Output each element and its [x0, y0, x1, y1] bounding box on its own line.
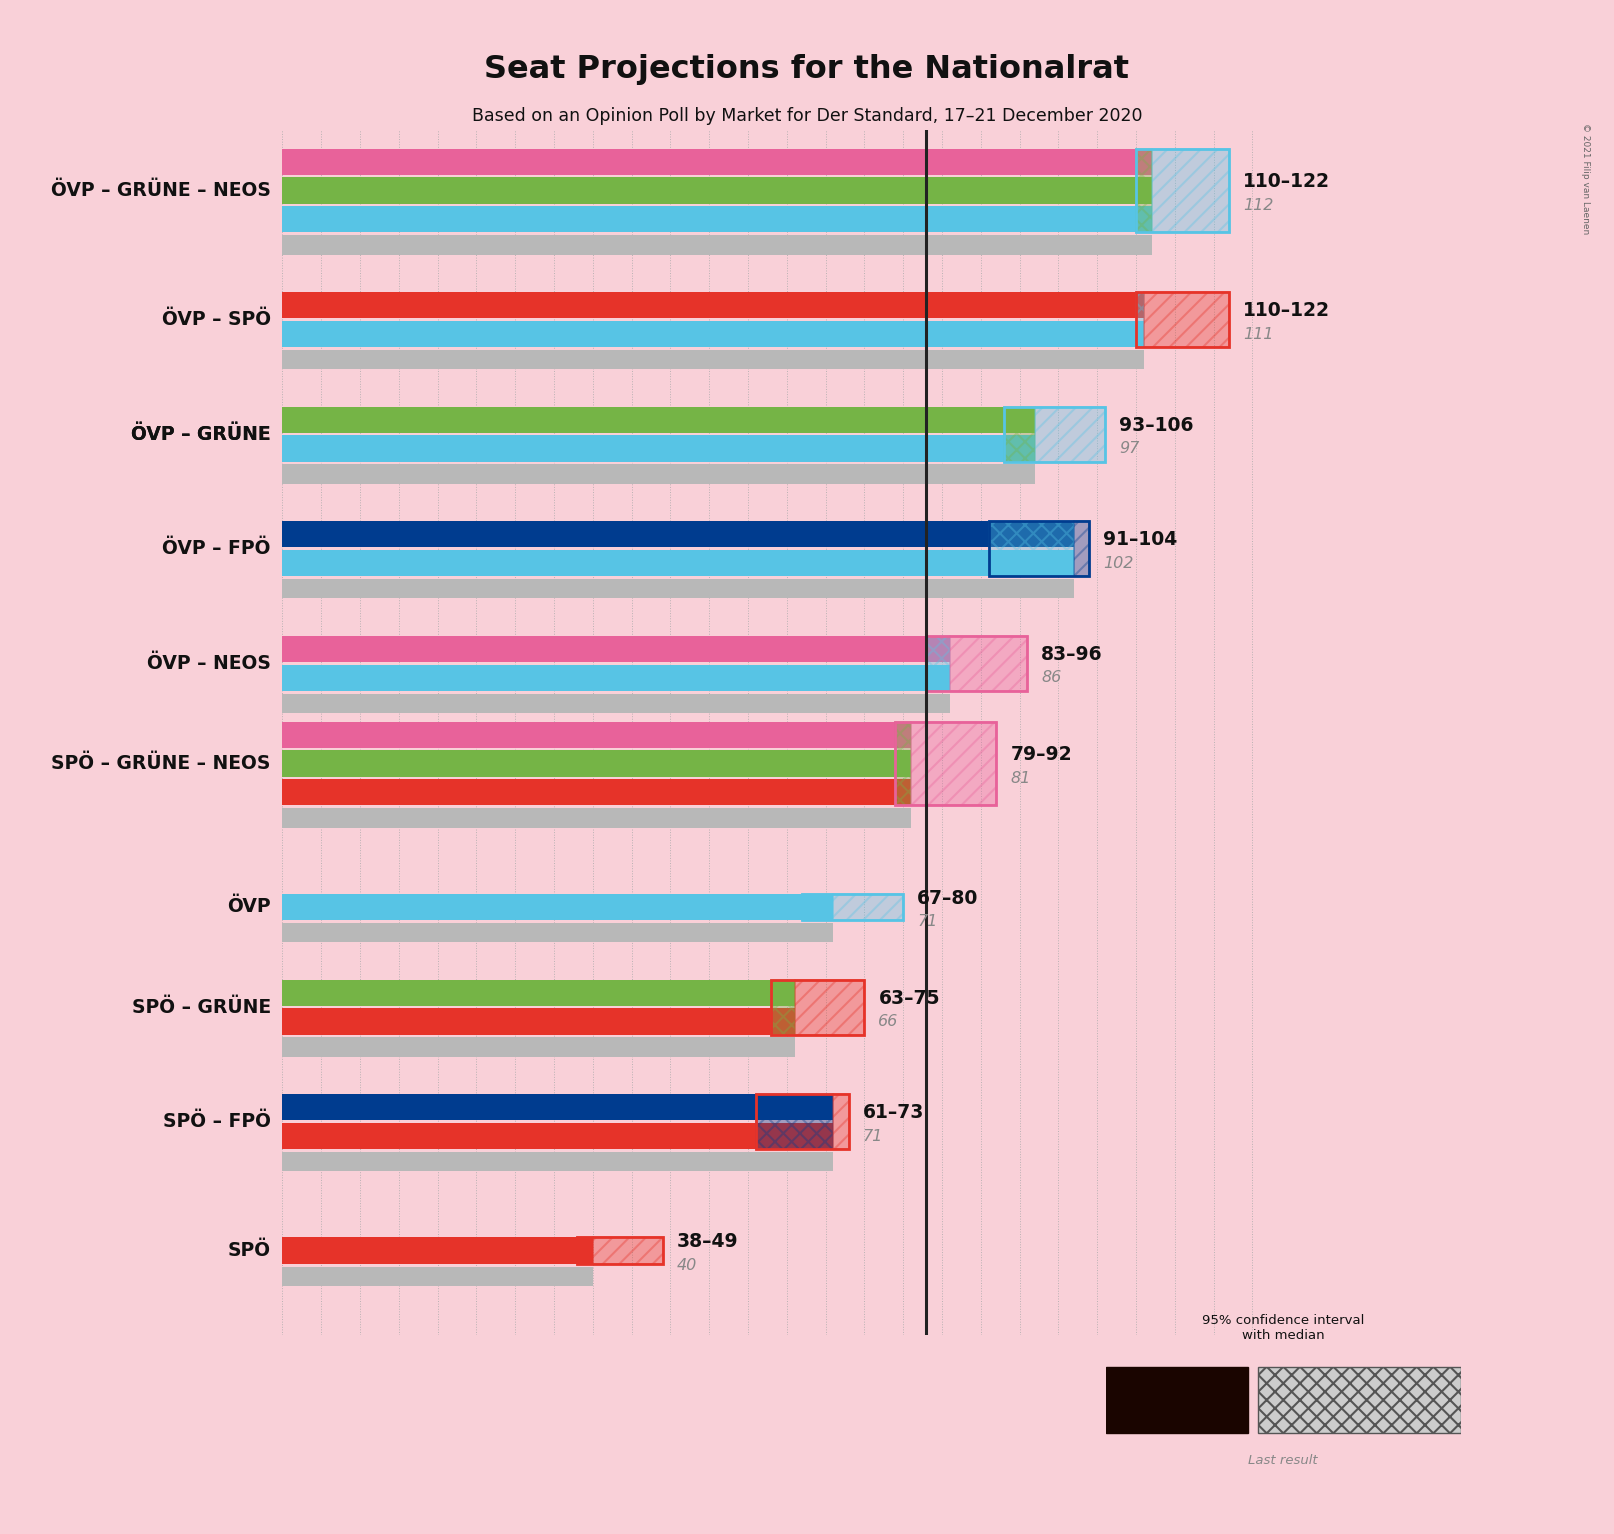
Bar	[282, 1238, 592, 1264]
Bar	[896, 723, 910, 805]
Text: Based on an Opinion Poll by Market for Der Standard, 17–21 December 2020: Based on an Opinion Poll by Market for D…	[471, 107, 1143, 126]
Bar	[282, 350, 1144, 370]
Bar	[282, 779, 910, 805]
Text: 61–73: 61–73	[863, 1103, 925, 1123]
Bar	[282, 291, 1144, 318]
Bar	[771, 980, 794, 1034]
Bar	[910, 723, 996, 805]
Text: SPÖ – GRÜNE – NEOS: SPÖ – GRÜNE – NEOS	[52, 755, 271, 773]
Text: 95% confidence interval
with median: 95% confidence interval with median	[1202, 1315, 1364, 1342]
Bar	[282, 664, 949, 690]
Bar	[282, 1037, 794, 1057]
Text: 102: 102	[1104, 555, 1133, 571]
Bar	[578, 1238, 663, 1264]
Bar	[282, 723, 910, 749]
Text: ÖVP – GRÜNE: ÖVP – GRÜNE	[131, 425, 271, 443]
Bar	[282, 1152, 833, 1172]
Bar	[1106, 1367, 1248, 1433]
Text: 111: 111	[1243, 327, 1273, 342]
Bar	[282, 808, 910, 828]
Bar	[926, 637, 949, 690]
Bar	[282, 637, 949, 663]
Bar	[1144, 291, 1230, 347]
Text: 81: 81	[1010, 770, 1031, 785]
Text: 110–122: 110–122	[1243, 172, 1330, 192]
Bar	[1259, 1367, 1461, 1433]
Text: 71: 71	[863, 1129, 883, 1144]
Text: 67–80: 67–80	[917, 888, 978, 908]
Bar	[988, 522, 1089, 577]
Bar	[282, 578, 1073, 598]
Bar	[988, 522, 1073, 577]
Text: ÖVP – GRÜNE: ÖVP – GRÜNE	[131, 425, 271, 443]
Bar	[833, 894, 904, 920]
Bar	[802, 894, 833, 920]
Text: 63–75: 63–75	[878, 989, 939, 1008]
Bar	[1136, 149, 1230, 232]
Bar	[282, 465, 1035, 483]
Bar	[896, 723, 996, 805]
Bar	[282, 894, 833, 920]
Bar	[1004, 407, 1035, 462]
Bar	[755, 1094, 849, 1149]
Text: © 2021 Filip van Laenen: © 2021 Filip van Laenen	[1580, 123, 1590, 235]
Bar	[282, 549, 1073, 577]
Bar	[282, 693, 949, 713]
Bar	[282, 1094, 833, 1120]
Text: 112: 112	[1243, 198, 1273, 213]
Bar	[833, 1094, 849, 1149]
Text: ÖVP: ÖVP	[228, 897, 271, 916]
Text: 86: 86	[1041, 670, 1062, 686]
Text: 40: 40	[676, 1258, 697, 1273]
Text: Seat Projections for the Nationalrat: Seat Projections for the Nationalrat	[484, 54, 1130, 84]
Bar	[1035, 407, 1106, 462]
Bar	[282, 1267, 592, 1285]
Text: 71: 71	[917, 914, 938, 930]
Bar	[282, 750, 910, 776]
Bar	[282, 206, 1151, 232]
Bar	[794, 980, 865, 1034]
Text: 79–92: 79–92	[1010, 746, 1072, 764]
Bar	[1004, 407, 1106, 462]
Bar	[282, 923, 833, 942]
Bar	[926, 637, 1028, 690]
Bar	[282, 407, 1035, 433]
Bar	[282, 1008, 794, 1034]
Bar	[282, 436, 1035, 462]
Bar	[282, 149, 1151, 175]
Bar	[282, 235, 1151, 255]
Text: SPÖ – FPÖ: SPÖ – FPÖ	[163, 1112, 271, 1131]
Text: 38–49: 38–49	[676, 1232, 738, 1252]
Bar	[1136, 291, 1144, 347]
Text: 83–96: 83–96	[1041, 646, 1102, 664]
Bar	[949, 637, 1028, 690]
Bar	[282, 1123, 833, 1149]
Text: SPÖ – GRÜNE: SPÖ – GRÜNE	[132, 997, 271, 1017]
Bar	[755, 1094, 833, 1149]
Text: ÖVP – NEOS: ÖVP – NEOS	[147, 653, 271, 673]
Bar	[1136, 291, 1230, 347]
Bar	[282, 321, 1144, 347]
Text: 97: 97	[1119, 442, 1139, 456]
Text: 110–122: 110–122	[1243, 301, 1330, 321]
Bar	[1151, 149, 1230, 232]
Text: 91–104: 91–104	[1104, 531, 1178, 549]
Bar	[592, 1238, 663, 1264]
Bar	[771, 980, 865, 1034]
Text: 66: 66	[878, 1014, 899, 1029]
Text: 93–106: 93–106	[1119, 416, 1193, 434]
Bar	[578, 1238, 592, 1264]
Bar	[1136, 149, 1151, 232]
Text: Last result: Last result	[1248, 1454, 1319, 1467]
Bar	[802, 894, 904, 920]
Text: SPÖ: SPÖ	[228, 1241, 271, 1259]
Bar	[282, 522, 1073, 548]
Bar	[282, 980, 794, 1006]
Bar	[1073, 522, 1089, 577]
Bar	[282, 178, 1151, 204]
Text: ÖVP – FPÖ: ÖVP – FPÖ	[163, 538, 271, 558]
Text: ÖVP – GRÜNE – NEOS: ÖVP – GRÜNE – NEOS	[52, 181, 271, 199]
Text: ÖVP – SPÖ: ÖVP – SPÖ	[161, 310, 271, 328]
